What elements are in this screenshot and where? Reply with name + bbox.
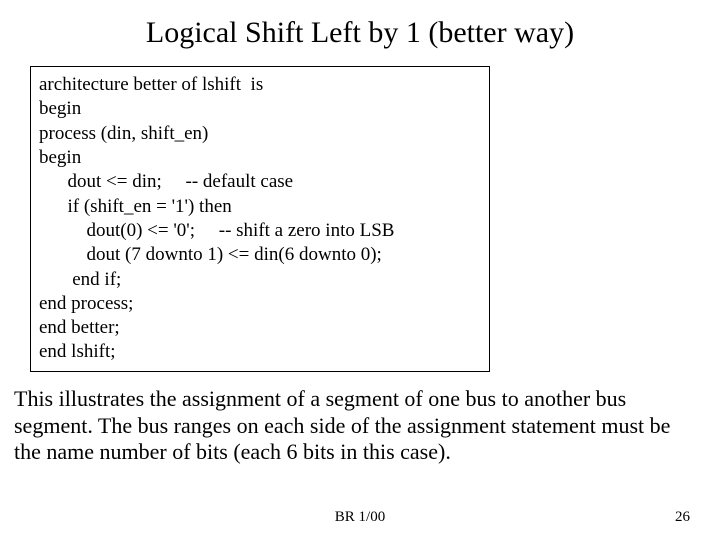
- page-number: 26: [675, 509, 690, 526]
- code-line: dout (7 downto 1) <= din(6 downto 0);: [39, 243, 481, 267]
- code-line: end process;: [39, 292, 481, 316]
- code-box: architecture better of lshift is begin p…: [30, 66, 490, 372]
- slide: Logical Shift Left by 1 (better way) arc…: [0, 0, 720, 540]
- code-line: end if;: [39, 268, 481, 292]
- explanation-text: This illustrates the assignment of a seg…: [14, 386, 700, 466]
- code-line: process (din, shift_en): [39, 122, 481, 146]
- footer-center: BR 1/00: [0, 509, 720, 526]
- code-line: begin: [39, 146, 481, 170]
- code-line: if (shift_en = '1') then: [39, 195, 481, 219]
- code-line: architecture better of lshift is: [39, 73, 481, 97]
- code-line: dout(0) <= '0'; -- shift a zero into LSB: [39, 219, 481, 243]
- code-line: end lshift;: [39, 340, 481, 364]
- code-line: end better;: [39, 316, 481, 340]
- code-line: begin: [39, 97, 481, 121]
- slide-title: Logical Shift Left by 1 (better way): [0, 0, 720, 50]
- code-line: dout <= din; -- default case: [39, 170, 481, 194]
